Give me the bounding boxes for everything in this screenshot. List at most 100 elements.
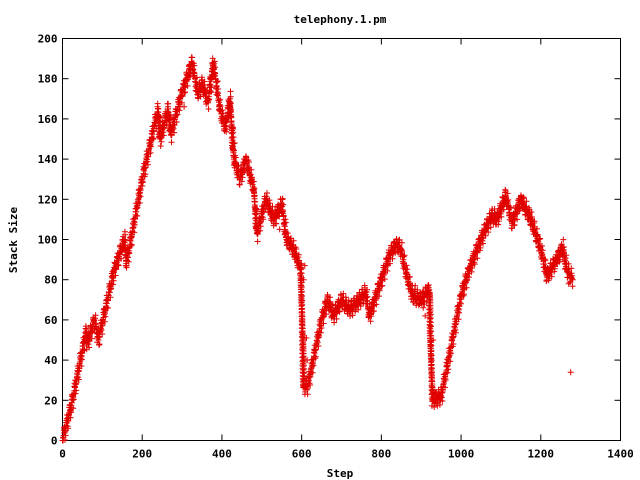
data-point xyxy=(269,203,276,210)
data-point xyxy=(430,337,437,343)
x-tick-label: 1200 xyxy=(528,448,555,461)
data-point xyxy=(460,285,467,292)
data-point xyxy=(72,390,79,397)
data-point xyxy=(67,414,74,421)
data-point xyxy=(171,122,178,129)
data-point xyxy=(154,105,161,112)
data-point xyxy=(181,89,188,96)
data-point xyxy=(165,103,171,110)
data-point xyxy=(128,242,135,249)
data-point xyxy=(157,143,164,149)
data-point xyxy=(128,241,135,248)
data-point xyxy=(78,363,85,370)
x-tick-label: 800 xyxy=(371,448,391,461)
data-point xyxy=(99,322,106,329)
data-point xyxy=(495,221,502,228)
data-point xyxy=(96,341,103,348)
data-point xyxy=(280,212,287,219)
data-point xyxy=(447,349,454,356)
data-point xyxy=(569,276,576,283)
data-point xyxy=(123,262,130,269)
data-point xyxy=(399,248,406,255)
data-point xyxy=(99,331,106,337)
data-point xyxy=(523,198,530,205)
data-point xyxy=(379,282,386,289)
x-tick-label: 0 xyxy=(59,448,66,461)
data-point xyxy=(401,252,408,259)
x-tick-label: 600 xyxy=(292,448,312,461)
y-tick-label: 100 xyxy=(38,234,58,247)
data-point xyxy=(296,257,303,264)
data-point xyxy=(502,186,509,193)
data-point xyxy=(131,229,138,236)
data-point xyxy=(542,257,549,264)
data-point xyxy=(551,268,558,275)
data-points xyxy=(59,54,576,444)
data-point xyxy=(137,187,144,194)
data-point xyxy=(442,384,448,391)
data-point xyxy=(276,226,283,233)
data-point xyxy=(211,58,218,65)
data-point xyxy=(504,197,510,204)
data-point xyxy=(307,366,314,373)
data-point xyxy=(217,103,224,110)
data-point xyxy=(248,166,255,173)
data-point xyxy=(539,251,546,258)
y-axis-label: Stack Size xyxy=(7,207,20,274)
data-point xyxy=(78,353,85,360)
data-point xyxy=(73,387,80,394)
data-point xyxy=(463,277,470,284)
data-point xyxy=(160,132,167,139)
data-point xyxy=(399,258,406,265)
data-point xyxy=(487,224,494,231)
data-point xyxy=(75,376,82,383)
data-point xyxy=(122,231,129,238)
data-point xyxy=(480,240,486,247)
data-point xyxy=(309,369,316,376)
x-tick-label: 400 xyxy=(212,448,232,461)
data-point xyxy=(315,334,322,341)
data-point xyxy=(569,275,575,282)
data-point xyxy=(174,111,180,118)
data-point xyxy=(118,255,125,262)
data-point xyxy=(76,367,82,374)
data-point xyxy=(112,272,119,279)
data-point xyxy=(214,78,221,84)
data-point xyxy=(232,159,239,166)
data-point xyxy=(376,293,382,300)
data-point xyxy=(228,118,235,125)
data-point xyxy=(297,260,304,267)
data-point xyxy=(65,418,72,424)
data-point xyxy=(96,342,102,348)
data-point xyxy=(115,262,122,269)
data-point xyxy=(161,125,167,132)
data-point xyxy=(400,253,407,260)
data-point xyxy=(101,318,108,325)
data-point xyxy=(171,129,178,136)
data-point xyxy=(250,186,256,193)
data-point xyxy=(251,198,258,205)
data-point xyxy=(150,136,156,143)
data-point xyxy=(266,197,273,204)
data-point xyxy=(560,249,567,256)
data-point xyxy=(86,344,93,351)
data-point xyxy=(217,96,223,103)
data-point xyxy=(243,153,249,160)
data-point xyxy=(313,346,319,353)
data-point xyxy=(146,142,153,149)
data-point xyxy=(452,326,459,333)
data-point xyxy=(376,286,383,293)
y-tick-label: 200 xyxy=(38,33,58,46)
y-tick-label: 140 xyxy=(38,153,58,166)
data-point xyxy=(72,381,79,388)
data-point xyxy=(568,270,575,277)
x-tick-label: 1000 xyxy=(448,448,475,461)
data-point xyxy=(173,119,180,125)
data-point xyxy=(327,294,334,301)
data-point xyxy=(230,134,237,141)
data-point xyxy=(144,161,151,168)
y-tick-label: 20 xyxy=(44,394,57,407)
data-point xyxy=(234,163,241,170)
data-point xyxy=(364,298,371,305)
x-tick-label: 1400 xyxy=(607,448,634,461)
